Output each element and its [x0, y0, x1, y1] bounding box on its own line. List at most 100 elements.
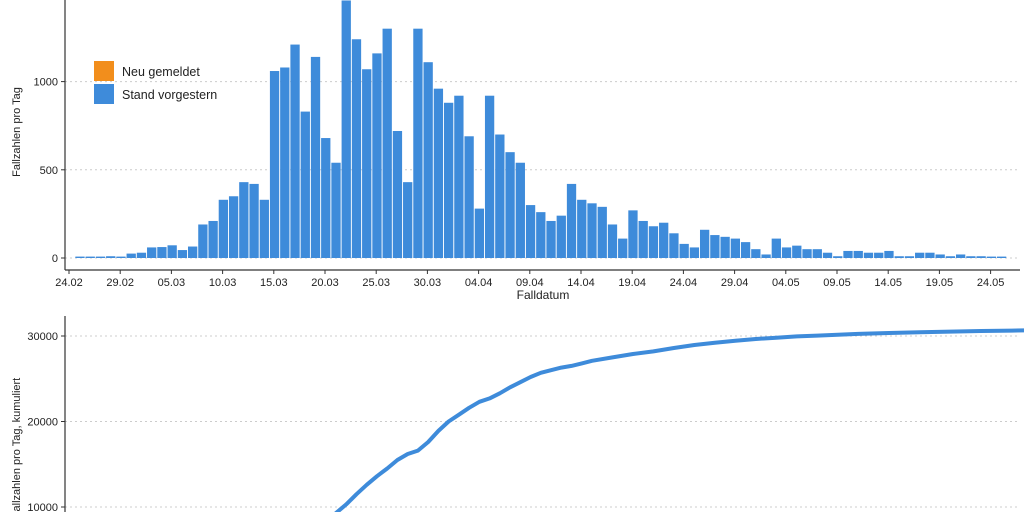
- daily-bar: [218, 199, 229, 258]
- legend: Neu gemeldet Stand vorgestern: [94, 61, 217, 104]
- daily-bar: [648, 226, 659, 258]
- daily-bar: [669, 233, 679, 258]
- daily-bar: [187, 246, 198, 258]
- daily-bar: [157, 247, 167, 258]
- daily-bar: [290, 44, 300, 259]
- daily-bar: [331, 162, 341, 258]
- daily-x-tick-label: 29.02: [106, 277, 134, 289]
- daily-bar: [710, 235, 720, 258]
- daily-bar: [433, 88, 444, 258]
- legend-swatch-neu-gemeldet: [94, 61, 114, 81]
- daily-bar: [208, 220, 218, 258]
- daily-bar: [259, 199, 269, 258]
- legend-swatch-stand-vorgestern: [94, 84, 114, 104]
- daily-bar: [904, 256, 915, 258]
- daily-bar: [474, 208, 485, 258]
- daily-bar: [136, 252, 147, 258]
- daily-bar: [177, 250, 188, 258]
- daily-x-tick-label: 19.04: [618, 277, 646, 289]
- daily-bar: [566, 183, 577, 258]
- daily-bar: [167, 245, 177, 258]
- daily-bar: [106, 256, 116, 258]
- legend-label-stand-vorgestern: Stand vorgestern: [122, 88, 217, 102]
- daily-bar: [577, 199, 587, 258]
- daily-bar: [628, 210, 638, 258]
- daily-bar: [484, 95, 495, 259]
- daily-bar: [85, 256, 95, 258]
- daily-bar: [116, 256, 126, 258]
- daily-bar: [894, 256, 904, 258]
- daily-bar: [781, 247, 792, 258]
- daily-bar: [515, 162, 525, 258]
- daily-x-tick-label: 05.03: [158, 277, 186, 289]
- daily-bar: [833, 256, 843, 258]
- daily-bar: [239, 182, 249, 258]
- daily-bar: [525, 205, 536, 258]
- daily-y-ticks: 0 500 1000: [34, 77, 65, 265]
- daily-x-tick-label: 10.03: [209, 277, 237, 289]
- daily-bar: [689, 247, 700, 258]
- daily-x-tick-label: 09.04: [516, 277, 544, 289]
- daily-bar: [884, 250, 894, 258]
- daily-bar: [996, 256, 1007, 258]
- daily-bar: [607, 224, 618, 258]
- cumulative-y-tick-label: 30000: [27, 331, 58, 343]
- cumulative-line: [334, 328, 1024, 512]
- daily-bar: [679, 243, 689, 258]
- daily-bar: [812, 249, 822, 258]
- daily-bar: [792, 245, 802, 258]
- daily-bar: [843, 250, 853, 258]
- daily-bar: [730, 238, 741, 258]
- daily-bar: [863, 252, 874, 258]
- daily-bar: [740, 242, 751, 258]
- daily-bar: [966, 256, 976, 258]
- daily-bar: [382, 28, 392, 259]
- daily-bar: [505, 152, 515, 258]
- daily-x-tick-label: 30.03: [414, 277, 442, 289]
- cumulative-y-tick-label: 10000: [27, 502, 58, 512]
- daily-x-tick-label: 15.03: [260, 277, 288, 289]
- daily-bar: [935, 254, 945, 258]
- daily-bar: [198, 224, 208, 258]
- daily-x-tick-label: 04.05: [772, 277, 800, 289]
- daily-x-tick-label: 19.05: [926, 277, 954, 289]
- daily-bar: [249, 183, 259, 258]
- daily-bar: [464, 136, 474, 258]
- daily-bar: [310, 56, 321, 259]
- daily-bar: [392, 130, 403, 258]
- daily-y-tick-label: 500: [40, 165, 58, 177]
- daily-x-tick-label: 29.04: [721, 277, 749, 289]
- daily-bar: [976, 256, 986, 258]
- daily-bar: [597, 206, 607, 258]
- daily-bar: [423, 62, 433, 259]
- daily-bar: [546, 220, 556, 258]
- daily-bar: [761, 254, 771, 258]
- daily-bar: [874, 252, 884, 258]
- daily-bar: [659, 222, 669, 258]
- daily-bar: [454, 95, 464, 259]
- cumulative-gridlines: [65, 335, 1020, 508]
- daily-bar: [321, 138, 331, 258]
- daily-bar: [403, 182, 413, 258]
- daily-bar: [269, 71, 280, 259]
- daily-bar: [341, 0, 351, 259]
- daily-bar: [915, 252, 925, 258]
- daily-bar: [822, 252, 833, 258]
- daily-bar: [351, 39, 362, 259]
- daily-bar: [362, 69, 372, 258]
- daily-x-tick-label: 14.04: [567, 277, 595, 289]
- daily-bar: [280, 67, 290, 259]
- daily-bar: [372, 53, 382, 258]
- daily-x-tick-label: 14.05: [874, 277, 902, 289]
- daily-bar: [771, 238, 781, 258]
- daily-bar: [955, 254, 966, 258]
- daily-bar: [638, 220, 648, 258]
- daily-bar: [147, 247, 157, 258]
- cumulative-y-ticks: 10000 20000 30000: [27, 331, 65, 512]
- daily-bar: [853, 250, 863, 258]
- daily-bar: [495, 134, 505, 258]
- daily-x-tick-label: 25.03: [362, 277, 390, 289]
- daily-bars: [75, 0, 1007, 259]
- daily-x-tick-label: 24.02: [55, 277, 83, 289]
- daily-bar: [75, 256, 85, 258]
